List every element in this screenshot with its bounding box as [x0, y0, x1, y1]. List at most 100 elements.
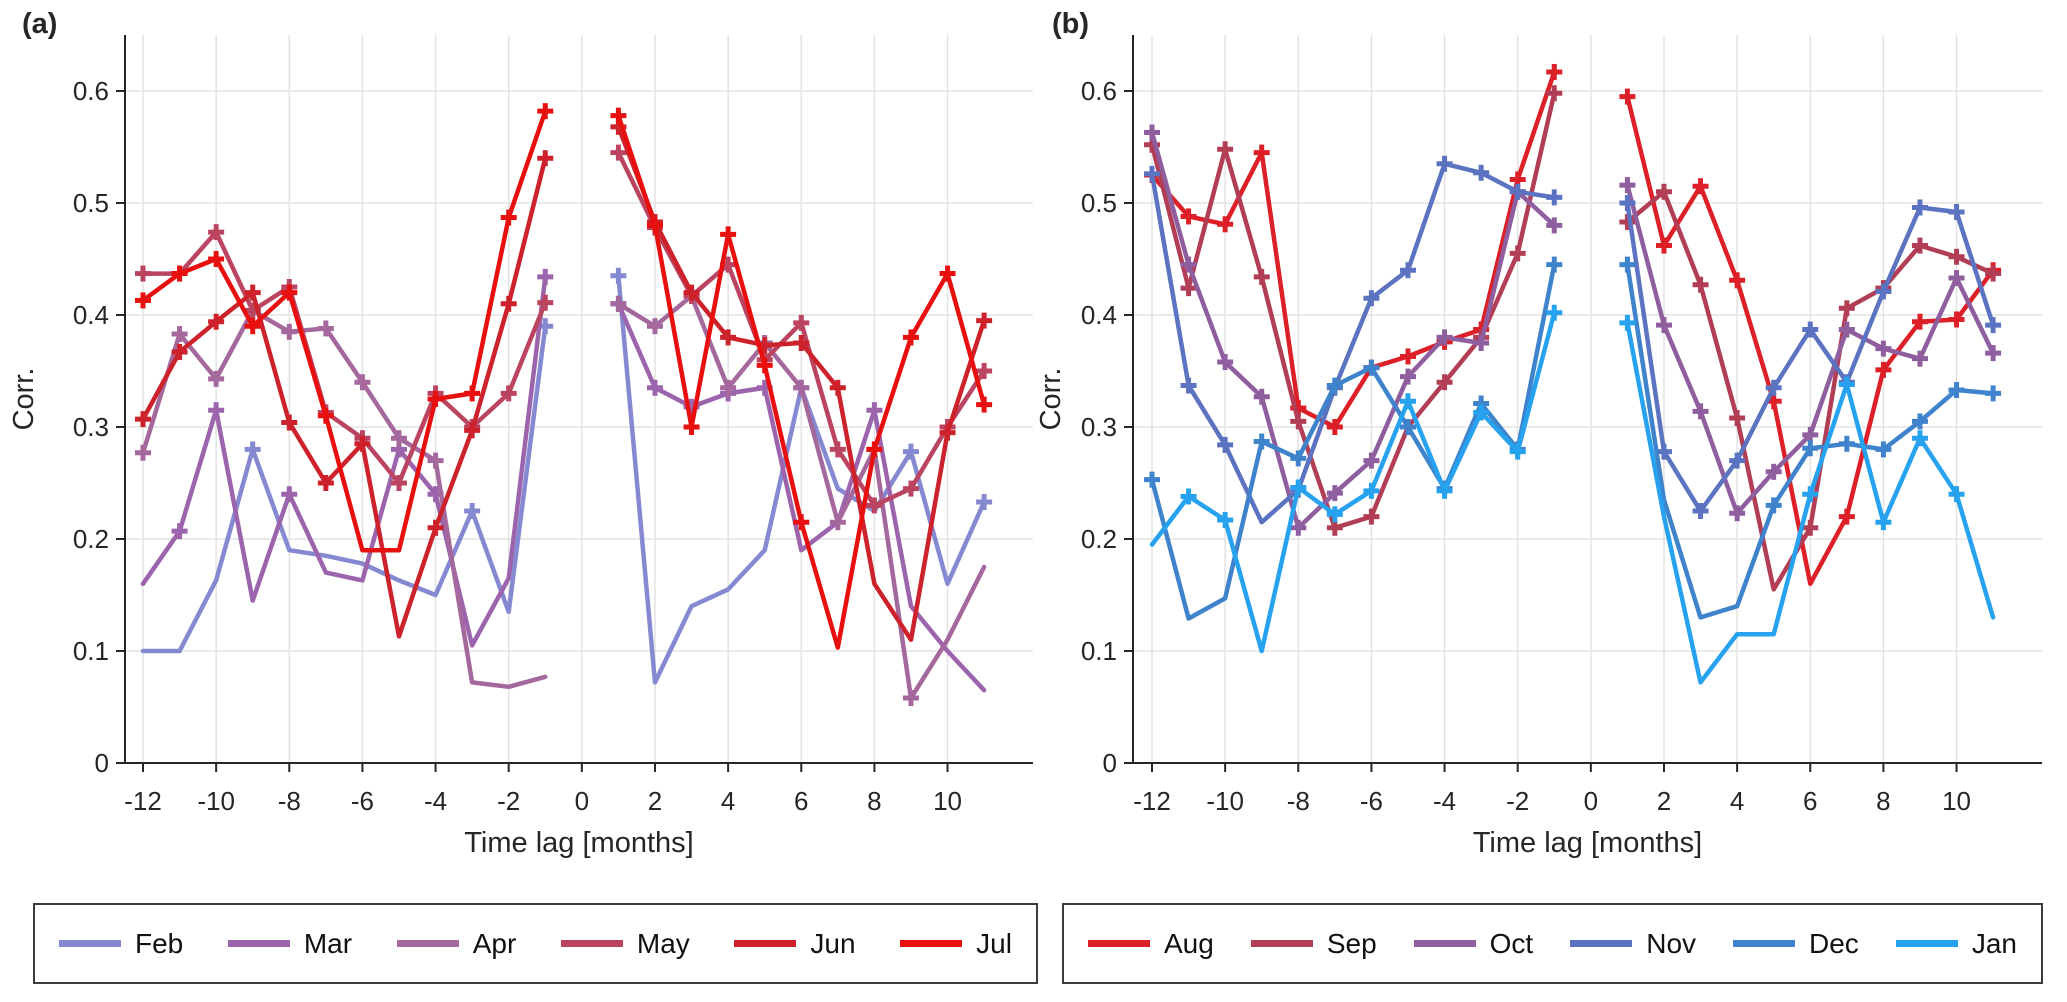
svg-text:0: 0 — [1103, 748, 1117, 778]
svg-text:8: 8 — [1876, 786, 1890, 816]
svg-text:-10: -10 — [1206, 786, 1244, 816]
svg-text:0.2: 0.2 — [73, 524, 109, 554]
panel-a: -12 -10 -8 -6 -4 -2 0 2 4 6 8 10 0 0.1 0.2 0.3 0.4 0.5 0.6… — [8, 8, 1033, 859]
svg-text:-10: -10 — [197, 786, 235, 816]
svg-text:-4: -4 — [1433, 786, 1456, 816]
legend-swatch-jun — [734, 940, 797, 947]
series-jan — [1149, 304, 1996, 685]
legend-item-jan: Jan — [1895, 927, 2017, 959]
x-axis-label: Time lag [months] — [464, 827, 693, 859]
series-sep-markers — [1144, 85, 2002, 536]
legend-swatch-nov — [1570, 940, 1633, 947]
legend-label-jul: Jul — [976, 927, 1012, 959]
svg-text:10: 10 — [933, 786, 962, 816]
legend-label-apr: Apr — [472, 927, 517, 959]
tick-labels: -12 -10 -8 -6 -4 -2 0 2 4 6 8 10 0 0.1 0.2 0.3 0.4 0.5 0.6 — [73, 76, 962, 816]
series-nov — [1144, 155, 2002, 525]
legend-swatch-jul — [900, 940, 963, 947]
series-may-markers — [135, 144, 993, 514]
legend-swatch-mar — [227, 940, 290, 947]
svg-text:4: 4 — [1730, 786, 1744, 816]
svg-text:6: 6 — [1803, 786, 1817, 816]
series-jun-line — [140, 155, 548, 639]
legend-item-feb: Feb — [59, 927, 184, 959]
legend-panel-a: Feb Mar Apr May Jun Jul — [33, 903, 1038, 984]
svg-text:0.6: 0.6 — [1081, 76, 1117, 106]
series-apr-markers — [135, 287, 919, 707]
svg-text:0.1: 0.1 — [1081, 636, 1117, 666]
series-sep-line — [1149, 90, 1557, 531]
legend-label-may: May — [636, 927, 690, 959]
svg-text:0: 0 — [1584, 786, 1598, 816]
legend-swatch-feb — [59, 940, 121, 947]
legend-label-oct: Oct — [1489, 927, 1534, 959]
legend-label-feb: Feb — [135, 927, 184, 959]
legend-swatch-sep — [1250, 940, 1313, 947]
series-jul — [135, 103, 993, 650]
legend-label-dec: Dec — [1809, 927, 1859, 959]
legend-item-jul: Jul — [900, 927, 1012, 959]
legend-item-oct: Oct — [1413, 927, 1534, 959]
legend-label-mar: Mar — [303, 927, 353, 959]
series-mar-line — [140, 274, 548, 648]
series-feb — [140, 267, 993, 685]
svg-text:0.2: 0.2 — [1081, 524, 1117, 554]
svg-text:0.4: 0.4 — [1081, 300, 1117, 330]
axes — [1124, 35, 2042, 772]
svg-text:10: 10 — [1942, 786, 1971, 816]
tick-labels: -12 -10 -8 -6 -4 -2 0 2 4 6 8 10 0 0.1 0.2 0.3 0.4 0.5 0.6 — [1081, 76, 1971, 816]
series-jul-markers — [135, 103, 993, 531]
legend-label-jun: Jun — [810, 927, 856, 959]
series-apr-line — [140, 308, 548, 690]
legend-item-apr: Apr — [396, 927, 517, 959]
axes — [116, 35, 1033, 772]
series-apr — [135, 287, 987, 707]
legend-item-jun: Jun — [734, 927, 856, 959]
svg-text:8: 8 — [867, 786, 881, 816]
series-jun — [135, 118, 993, 643]
svg-text:0.3: 0.3 — [73, 412, 109, 442]
svg-text:-2: -2 — [1506, 786, 1529, 816]
series-jun-markers — [135, 118, 993, 536]
series-feb-line — [140, 323, 548, 654]
svg-text:-12: -12 — [124, 786, 162, 816]
svg-text:0.5: 0.5 — [1081, 188, 1117, 218]
x-axis-label: Time lag [months] — [1473, 827, 1702, 859]
series-mar-line — [616, 301, 987, 693]
legend-swatch-dec — [1733, 940, 1796, 947]
series-nov-line — [1149, 161, 1557, 525]
series-aug-line — [1625, 94, 1996, 587]
panel-letter: (b) — [1052, 8, 1089, 40]
legend-label-nov: Nov — [1646, 927, 1697, 959]
legend-item-nov: Nov — [1570, 927, 1697, 959]
svg-text:0: 0 — [575, 786, 589, 816]
svg-text:0.4: 0.4 — [73, 300, 109, 330]
svg-text:4: 4 — [721, 786, 735, 816]
legend-label-jan: Jan — [1971, 927, 2017, 959]
legend-swatch-oct — [1413, 940, 1476, 947]
series-aug — [1144, 63, 2002, 587]
y-axis-label: Corr. — [1035, 368, 1067, 431]
series-jan-markers — [1180, 304, 1965, 531]
y-axis-label: Corr. — [8, 368, 40, 431]
series-oct — [1144, 124, 2002, 536]
series-may-line — [140, 229, 548, 486]
legend-item-may: May — [560, 927, 690, 959]
svg-text:0.5: 0.5 — [73, 188, 109, 218]
series-jan-line — [1149, 310, 1557, 654]
svg-text:0.1: 0.1 — [73, 636, 109, 666]
legend-item-dec: Dec — [1733, 927, 1859, 959]
svg-text:6: 6 — [794, 786, 808, 816]
legend-swatch-may — [560, 940, 623, 947]
svg-text:-4: -4 — [424, 786, 447, 816]
svg-text:2: 2 — [1657, 786, 1671, 816]
legend-item-aug: Aug — [1088, 929, 1214, 958]
series-aug-line — [1149, 69, 1557, 430]
legend-swatch-aug — [1088, 940, 1150, 947]
series-oct-line — [1149, 130, 1557, 531]
series-dec-line — [1149, 262, 1557, 621]
svg-text:-8: -8 — [278, 786, 301, 816]
svg-text:-8: -8 — [1287, 786, 1310, 816]
svg-text:-12: -12 — [1133, 786, 1171, 816]
legend-item-sep: Sep — [1250, 929, 1377, 958]
